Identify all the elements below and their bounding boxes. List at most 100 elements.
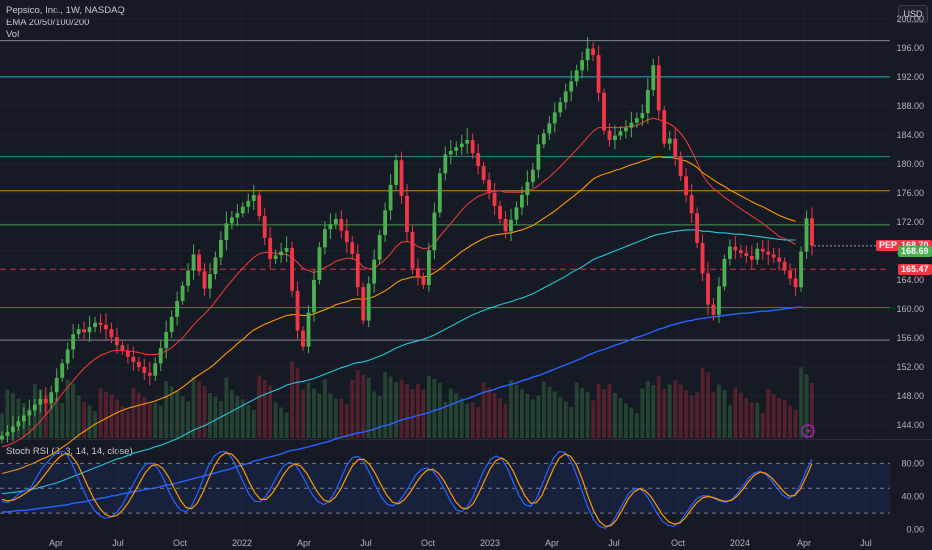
time-tick-label: Apr bbox=[797, 538, 811, 548]
candle-body bbox=[410, 232, 415, 269]
candle-body bbox=[552, 112, 557, 124]
candle-body bbox=[54, 377, 59, 393]
volume-bar bbox=[684, 390, 689, 438]
volume-bar bbox=[219, 401, 223, 438]
candle-body bbox=[399, 160, 404, 196]
candle-body bbox=[618, 131, 623, 136]
stoch-tick-label: 0.00 bbox=[906, 525, 924, 535]
price-tick-label: 172.00 bbox=[896, 217, 924, 227]
time-tick-label: Jul bbox=[860, 538, 872, 548]
price-tag: 168.69 bbox=[898, 246, 932, 258]
volume-bar bbox=[246, 405, 251, 438]
candle-body bbox=[591, 48, 595, 56]
candle-body bbox=[262, 216, 267, 238]
volume-bar bbox=[662, 389, 667, 438]
candle-body bbox=[492, 192, 497, 206]
volume-bar bbox=[240, 399, 245, 438]
candle-body bbox=[333, 219, 338, 225]
candle-body bbox=[602, 92, 606, 131]
candle-body bbox=[339, 219, 344, 231]
candle-body bbox=[689, 195, 694, 214]
candle-body bbox=[503, 219, 508, 232]
volume-bar bbox=[65, 379, 70, 438]
volume-bar bbox=[197, 381, 201, 438]
candle-body bbox=[202, 271, 207, 289]
candle-body bbox=[38, 398, 43, 405]
price-tag: 168.70 bbox=[898, 240, 932, 252]
candle-body bbox=[279, 251, 284, 256]
volume-bar bbox=[284, 412, 289, 438]
volume-bar bbox=[366, 377, 371, 438]
volume-bar bbox=[235, 396, 240, 438]
ema-line bbox=[1, 229, 796, 495]
stoch-tick-label: 80.00 bbox=[901, 458, 924, 468]
volume-bar bbox=[470, 402, 475, 438]
candle-body bbox=[536, 144, 541, 170]
volume-bar bbox=[689, 395, 694, 438]
volume-bar bbox=[43, 395, 48, 438]
candle-body bbox=[711, 304, 716, 315]
candle-body bbox=[405, 195, 409, 233]
volume-bar bbox=[306, 382, 311, 438]
candle-body bbox=[426, 250, 431, 285]
candle-body bbox=[607, 130, 612, 140]
candle-body bbox=[328, 224, 333, 230]
volume-bar bbox=[268, 385, 273, 438]
candle-body bbox=[43, 398, 48, 404]
candle-body bbox=[454, 147, 459, 151]
volume-bar bbox=[459, 398, 464, 438]
candle-body bbox=[448, 150, 453, 155]
candle-body bbox=[16, 421, 21, 427]
candle-body bbox=[416, 268, 420, 278]
volume-bar bbox=[656, 376, 661, 438]
volume-bar bbox=[520, 389, 524, 438]
price-tick-label: 180.00 bbox=[896, 159, 924, 169]
candle-body bbox=[11, 426, 15, 433]
axes: 144.00148.00152.00156.00160.00164.00168.… bbox=[49, 14, 924, 548]
price-tick-label: 176.00 bbox=[896, 188, 924, 198]
price-tick-label: 156.00 bbox=[896, 333, 924, 343]
price-tick-label: 148.00 bbox=[896, 391, 924, 401]
candle-body bbox=[268, 237, 273, 259]
currency-button[interactable]: USD bbox=[898, 5, 928, 23]
volume-bar bbox=[71, 383, 76, 438]
volume-bar bbox=[257, 375, 262, 438]
candles bbox=[0, 37, 814, 444]
candle-body bbox=[755, 248, 760, 260]
candle-body bbox=[377, 234, 382, 260]
volume-bar bbox=[651, 385, 656, 438]
candle-body bbox=[180, 285, 185, 301]
time-tick-label: Oct bbox=[421, 538, 436, 548]
volume-bar bbox=[541, 381, 546, 438]
candle-body bbox=[158, 348, 163, 364]
candle-body bbox=[541, 133, 546, 145]
candle-body bbox=[82, 329, 87, 333]
price-tick-label: 164.00 bbox=[896, 275, 924, 285]
candle-body bbox=[684, 176, 689, 196]
volume-bar bbox=[706, 372, 710, 438]
volume-bar bbox=[645, 381, 650, 438]
candle-body bbox=[240, 206, 245, 214]
candle-body bbox=[613, 135, 617, 140]
candle-body bbox=[290, 248, 294, 291]
volume-bar bbox=[0, 413, 4, 438]
volume-bar bbox=[164, 381, 169, 438]
volume-bar bbox=[547, 387, 552, 438]
candle-body bbox=[810, 218, 814, 246]
candle-body bbox=[251, 195, 256, 201]
event-flash-icon[interactable] bbox=[801, 424, 815, 438]
candle-body bbox=[0, 435, 4, 440]
volume-bar bbox=[448, 388, 453, 438]
chart-title: Pepsico, Inc., 1W, NASDAQ bbox=[6, 5, 125, 16]
volume-bar bbox=[574, 382, 579, 438]
volume-bar bbox=[602, 389, 606, 438]
stoch-band-fill bbox=[0, 463, 890, 514]
candle-body bbox=[799, 251, 803, 288]
candle-body bbox=[65, 349, 70, 364]
volume-bar bbox=[224, 377, 229, 438]
volume-bar bbox=[810, 383, 814, 438]
candle-body bbox=[317, 247, 322, 280]
candle-body bbox=[487, 179, 492, 193]
volume-bar bbox=[498, 398, 502, 438]
